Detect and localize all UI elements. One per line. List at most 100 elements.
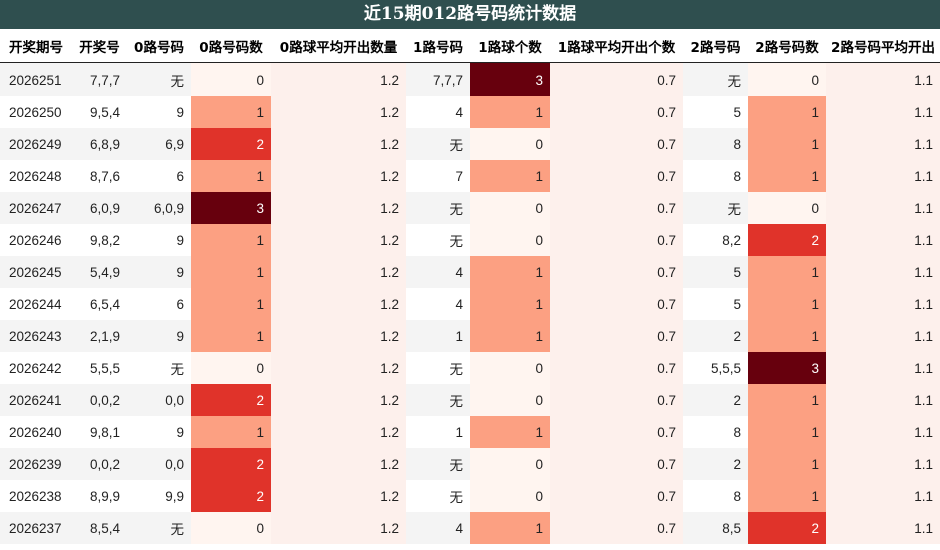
cell-period: 2026240 xyxy=(0,416,72,448)
cell-route1-average: 0.7 xyxy=(550,96,683,128)
cell-route1-count: 1 xyxy=(470,512,550,544)
cell-route0-count: 1 xyxy=(191,256,271,288)
cell-draw-number: 9,8,2 xyxy=(72,224,127,256)
cell-route1-average: 0.7 xyxy=(550,480,683,512)
table-row: 2026240 9,8,1 9 1 1.2 1 1 0.7 8 1 1.1 xyxy=(0,416,940,448)
cell-draw-number: 0,0,2 xyxy=(72,384,127,416)
cell-route0-numbers: 9 xyxy=(127,256,191,288)
cell-route2-average: 1.1 xyxy=(826,160,940,192)
cell-route2-average: 1.1 xyxy=(826,224,940,256)
header-route2-numbers: 2路号码 xyxy=(683,29,748,63)
cell-period: 2026244 xyxy=(0,288,72,320)
header-route1-numbers: 1路号码 xyxy=(406,29,470,63)
cell-period: 2026250 xyxy=(0,96,72,128)
cell-route2-numbers: 8 xyxy=(683,416,748,448)
header-route1-count: 1路球个数 xyxy=(470,29,550,63)
cell-period: 2026237 xyxy=(0,512,72,544)
cell-draw-number: 9,8,1 xyxy=(72,416,127,448)
cell-route0-average: 1.2 xyxy=(271,62,406,96)
table-row: 2026247 6,0,9 6,0,9 3 1.2 无 0 0.7 无 0 1.1 xyxy=(0,192,940,224)
cell-route0-count: 2 xyxy=(191,384,271,416)
table-row: 2026245 5,4,9 9 1 1.2 4 1 0.7 5 1 1.1 xyxy=(0,256,940,288)
table-row: 2026248 8,7,6 6 1 1.2 7 1 0.7 8 1 1.1 xyxy=(0,160,940,192)
table-row: 2026244 6,5,4 6 1 1.2 4 1 0.7 5 1 1.1 xyxy=(0,288,940,320)
table-row: 2026249 6,8,9 6,9 2 1.2 无 0 0.7 8 1 1.1 xyxy=(0,128,940,160)
cell-route1-numbers: 无 xyxy=(406,128,470,160)
cell-route2-count: 1 xyxy=(748,416,826,448)
stats-table: 开奖期号 开奖号 0路号码 0路号码数 0路球平均开出数量 1路号码 1路球个数 1路球平均开… xyxy=(0,29,940,544)
cell-route0-average: 1.2 xyxy=(271,512,406,544)
cell-route1-average: 0.7 xyxy=(550,224,683,256)
table-row: 2026243 2,1,9 9 1 1.2 1 1 0.7 2 1 1.1 xyxy=(0,320,940,352)
cell-route1-count: 1 xyxy=(470,160,550,192)
cell-route1-numbers: 无 xyxy=(406,480,470,512)
cell-draw-number: 8,7,6 xyxy=(72,160,127,192)
cell-route1-count: 0 xyxy=(470,448,550,480)
cell-route1-numbers: 无 xyxy=(406,192,470,224)
cell-route0-numbers: 9,9 xyxy=(127,480,191,512)
cell-route2-average: 1.1 xyxy=(826,256,940,288)
cell-route1-numbers: 7 xyxy=(406,160,470,192)
cell-route2-count: 1 xyxy=(748,448,826,480)
cell-route2-average: 1.1 xyxy=(826,512,940,544)
cell-route2-numbers: 无 xyxy=(683,192,748,224)
cell-route0-numbers: 6 xyxy=(127,288,191,320)
cell-route1-average: 0.7 xyxy=(550,320,683,352)
cell-route0-count: 1 xyxy=(191,320,271,352)
cell-route0-average: 1.2 xyxy=(271,160,406,192)
cell-route0-numbers: 无 xyxy=(127,62,191,96)
cell-period: 2026245 xyxy=(0,256,72,288)
cell-route2-average: 1.1 xyxy=(826,416,940,448)
cell-route2-numbers: 8 xyxy=(683,128,748,160)
cell-route0-average: 1.2 xyxy=(271,128,406,160)
table-row: 2026238 8,9,9 9,9 2 1.2 无 0 0.7 8 1 1.1 xyxy=(0,480,940,512)
cell-route0-count: 1 xyxy=(191,416,271,448)
cell-route1-count: 0 xyxy=(470,224,550,256)
header-route0-numbers: 0路号码 xyxy=(127,29,191,63)
cell-route2-average: 1.1 xyxy=(826,448,940,480)
cell-route0-count: 3 xyxy=(191,192,271,224)
cell-route1-count: 0 xyxy=(470,480,550,512)
cell-route2-average: 1.1 xyxy=(826,288,940,320)
cell-route2-count: 2 xyxy=(748,512,826,544)
cell-route2-count: 0 xyxy=(748,62,826,96)
cell-route1-count: 0 xyxy=(470,192,550,224)
cell-draw-number: 6,5,4 xyxy=(72,288,127,320)
cell-route1-average: 0.7 xyxy=(550,352,683,384)
cell-route0-numbers: 9 xyxy=(127,96,191,128)
cell-route2-count: 1 xyxy=(748,320,826,352)
table-row: 2026242 5,5,5 无 0 1.2 无 0 0.7 5,5,5 3 1.1 xyxy=(0,352,940,384)
cell-route2-numbers: 5 xyxy=(683,288,748,320)
cell-route1-numbers: 无 xyxy=(406,448,470,480)
cell-draw-number: 6,0,9 xyxy=(72,192,127,224)
cell-route2-average: 1.1 xyxy=(826,352,940,384)
cell-route2-count: 3 xyxy=(748,352,826,384)
cell-route0-average: 1.2 xyxy=(271,256,406,288)
table-row: 2026241 0,0,2 0,0 2 1.2 无 0 0.7 2 1 1.1 xyxy=(0,384,940,416)
cell-route1-count: 1 xyxy=(470,288,550,320)
cell-route0-numbers: 9 xyxy=(127,320,191,352)
cell-route1-average: 0.7 xyxy=(550,160,683,192)
cell-route2-count: 1 xyxy=(748,160,826,192)
cell-route2-numbers: 8 xyxy=(683,480,748,512)
cell-route1-average: 0.7 xyxy=(550,62,683,96)
table-row: 2026237 8,5,4 无 0 1.2 4 1 0.7 8,5 2 1.1 xyxy=(0,512,940,544)
cell-draw-number: 9,5,4 xyxy=(72,96,127,128)
cell-route0-average: 1.2 xyxy=(271,352,406,384)
cell-route1-count: 1 xyxy=(470,416,550,448)
cell-draw-number: 0,0,2 xyxy=(72,448,127,480)
cell-route2-numbers: 8 xyxy=(683,160,748,192)
cell-route2-count: 1 xyxy=(748,288,826,320)
cell-route0-numbers: 0,0 xyxy=(127,448,191,480)
cell-draw-number: 8,9,9 xyxy=(72,480,127,512)
cell-draw-number: 5,4,9 xyxy=(72,256,127,288)
header-route0-count: 0路号码数 xyxy=(191,29,271,63)
cell-period: 2026239 xyxy=(0,448,72,480)
cell-route1-average: 0.7 xyxy=(550,192,683,224)
cell-route1-numbers: 4 xyxy=(406,256,470,288)
cell-route0-count: 2 xyxy=(191,448,271,480)
cell-route0-average: 1.2 xyxy=(271,416,406,448)
cell-route1-count: 1 xyxy=(470,96,550,128)
table-row: 2026250 9,5,4 9 1 1.2 4 1 0.7 5 1 1.1 xyxy=(0,96,940,128)
cell-route1-numbers: 无 xyxy=(406,352,470,384)
